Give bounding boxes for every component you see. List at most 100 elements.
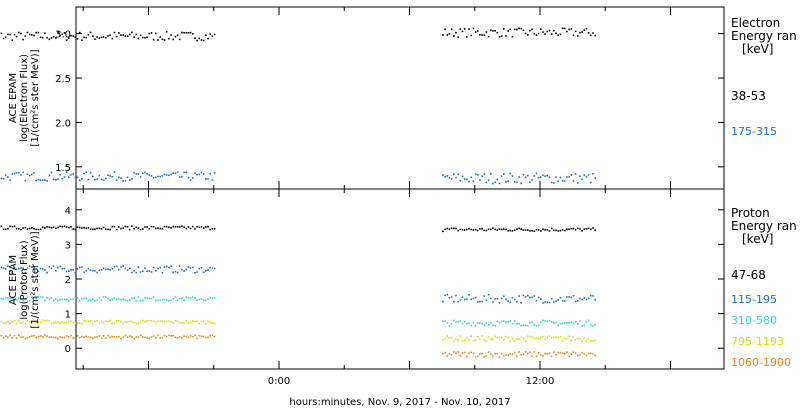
data-point-5 <box>213 335 216 338</box>
data-point-1 <box>142 36 144 39</box>
data-point-1 <box>52 226 55 228</box>
data-point-3 <box>555 321 557 324</box>
data-point-5 <box>81 335 83 338</box>
data-point-5 <box>189 335 192 337</box>
data-point-2 <box>557 180 559 182</box>
data-point-1 <box>0 225 3 228</box>
data-point-1 <box>561 27 564 30</box>
data-point-1 <box>113 31 116 34</box>
data-point-1 <box>535 228 538 231</box>
data-point-1 <box>540 28 542 30</box>
data-point-1 <box>213 33 216 36</box>
data-point-3 <box>128 299 131 301</box>
data-point-1 <box>550 33 553 35</box>
data-point-2 <box>194 172 196 174</box>
data-point-3 <box>487 324 490 326</box>
data-point-4 <box>78 322 81 324</box>
data-point-2 <box>124 180 127 182</box>
data-point-5 <box>9 334 11 336</box>
data-point-1 <box>115 228 118 231</box>
data-point-5 <box>44 334 46 337</box>
data-point-4 <box>163 321 166 323</box>
data-point-2 <box>189 267 192 269</box>
data-point-2 <box>76 268 79 270</box>
data-point-2 <box>102 267 105 270</box>
data-point-3 <box>24 297 27 300</box>
data-point-2 <box>559 296 562 299</box>
data-point-4 <box>176 320 179 322</box>
data-point-1 <box>146 36 148 38</box>
data-point-5 <box>581 351 583 354</box>
data-point-3 <box>146 297 148 299</box>
data-point-5 <box>100 337 103 340</box>
data-point-5 <box>124 334 127 337</box>
data-point-1 <box>52 36 55 38</box>
data-point-3 <box>590 323 592 326</box>
data-point-3 <box>0 298 3 300</box>
y-tick-label: 2.5 <box>55 74 71 85</box>
data-point-5 <box>450 354 453 356</box>
data-point-4 <box>124 321 127 323</box>
data-point-5 <box>511 353 514 355</box>
data-point-4 <box>65 321 68 324</box>
data-point-3 <box>520 324 522 327</box>
data-point-1 <box>509 28 512 30</box>
data-point-1 <box>115 35 118 38</box>
data-point-2 <box>518 295 520 297</box>
data-point-2 <box>157 175 159 178</box>
data-point-5 <box>7 336 9 338</box>
data-point-4 <box>170 320 172 323</box>
data-point-1 <box>155 227 157 230</box>
data-point-3 <box>461 322 464 325</box>
data-point-1 <box>144 226 146 228</box>
data-point-4 <box>113 322 116 325</box>
data-point-2 <box>483 295 486 297</box>
data-point-2 <box>85 171 87 174</box>
data-point-3 <box>546 320 549 323</box>
data-point-1 <box>202 227 205 229</box>
data-point-1 <box>455 32 457 34</box>
data-point-4 <box>144 320 146 323</box>
data-point-2 <box>550 181 553 184</box>
data-point-1 <box>585 228 588 230</box>
data-point-1 <box>481 227 483 230</box>
data-point-1 <box>444 228 446 231</box>
data-point-4 <box>531 336 533 338</box>
data-point-1 <box>466 36 468 38</box>
y-tick-label: 1 <box>65 310 71 321</box>
data-point-2 <box>98 174 101 177</box>
data-point-1 <box>548 230 551 232</box>
data-point-2 <box>211 179 214 181</box>
data-point-3 <box>542 319 544 322</box>
data-point-1 <box>137 227 140 229</box>
data-point-1 <box>124 225 127 228</box>
data-point-3 <box>41 296 44 298</box>
data-point-1 <box>165 225 168 228</box>
data-point-1 <box>198 37 201 40</box>
data-point-1 <box>170 34 172 36</box>
data-point-2 <box>9 179 11 182</box>
data-point-4 <box>522 337 525 340</box>
data-point-2 <box>509 301 512 304</box>
data-point-5 <box>563 353 566 355</box>
data-point-1 <box>194 37 196 39</box>
data-point-5 <box>472 352 475 355</box>
data-point-2 <box>68 176 70 178</box>
data-point-4 <box>485 340 488 342</box>
data-point-4 <box>150 320 153 322</box>
data-point-4 <box>453 340 455 342</box>
data-point-1 <box>126 35 129 37</box>
data-point-5 <box>520 353 522 356</box>
data-point-1 <box>531 28 533 31</box>
data-point-4 <box>479 338 481 340</box>
data-point-1 <box>503 228 505 230</box>
data-point-1 <box>529 29 531 32</box>
data-point-4 <box>50 322 53 325</box>
data-point-1 <box>463 229 466 231</box>
data-point-2 <box>2 178 5 180</box>
data-point-2 <box>563 300 566 302</box>
proton-ylabel-line-3: [1/(cm²s ster MeV)] <box>30 231 41 328</box>
data-point-4 <box>472 339 475 342</box>
data-point-2 <box>61 268 64 270</box>
